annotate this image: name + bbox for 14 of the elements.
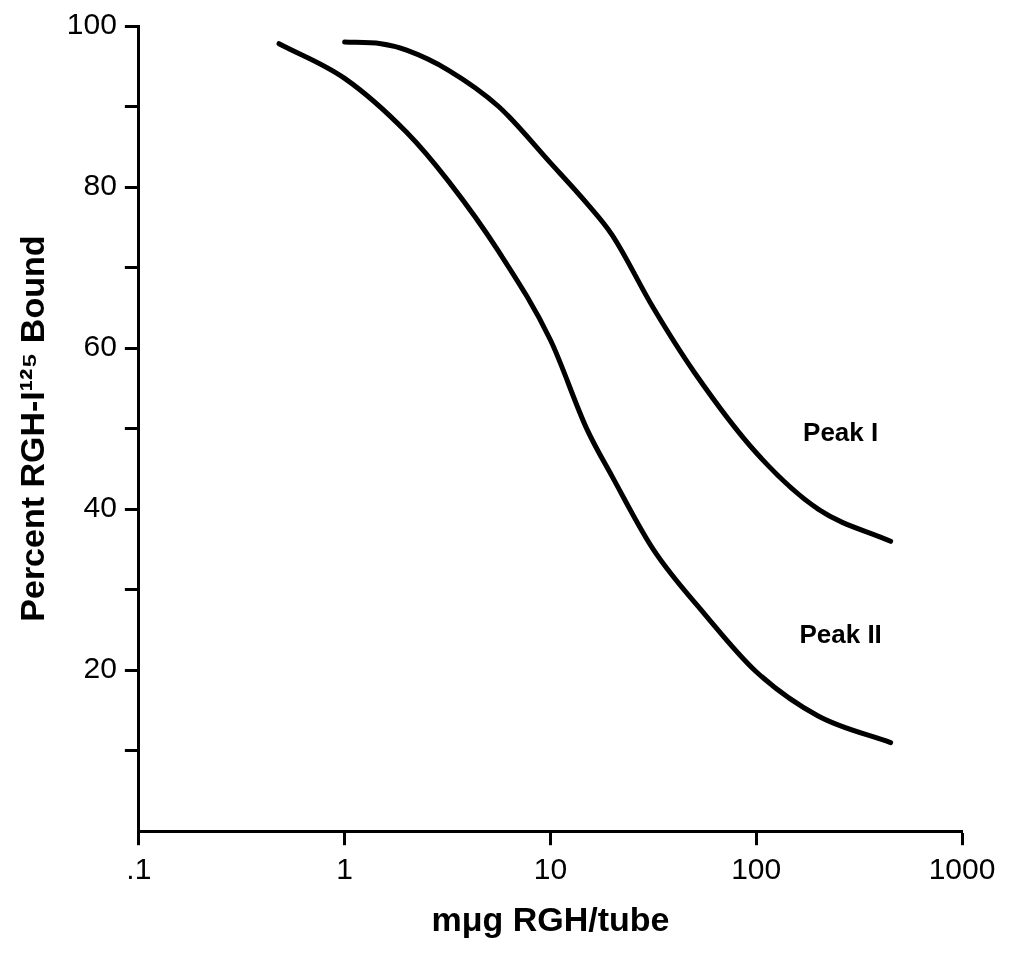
y-axis-title: Percent RGH-I¹²⁵ Bound xyxy=(12,235,51,622)
x-tick-label: 100 xyxy=(731,852,782,886)
series-label: Peak II xyxy=(799,618,882,649)
y-tick-label: 60 xyxy=(83,329,117,363)
y-tick-label: 80 xyxy=(83,168,117,202)
x-tick-label: 10 xyxy=(533,852,568,886)
y-tick-label: 20 xyxy=(83,651,117,685)
x-tick-label: .1 xyxy=(126,852,152,886)
y-tick-label: 40 xyxy=(83,490,117,524)
x-axis-title: mμg RGH/tube xyxy=(431,899,670,938)
y-tick-label: 100 xyxy=(66,7,117,41)
x-tick-label: 1 xyxy=(336,852,353,886)
x-tick-label: 1000 xyxy=(928,852,996,886)
series-label: Peak I xyxy=(803,417,879,448)
